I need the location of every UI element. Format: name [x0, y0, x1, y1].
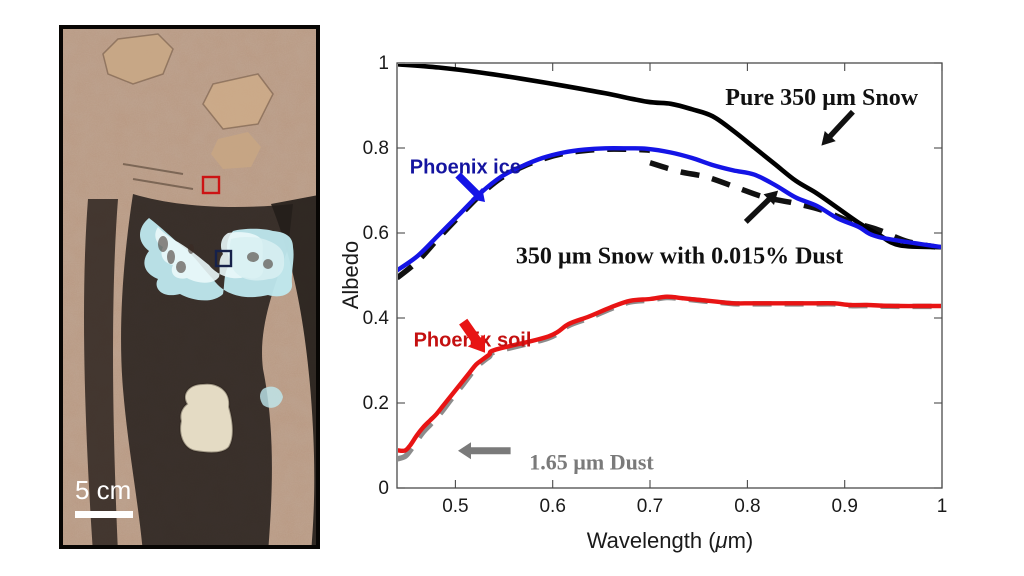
svg-text:1.65 µm Dust: 1.65 µm Dust: [529, 449, 654, 474]
svg-text:0.8: 0.8: [734, 496, 760, 517]
svg-text:350 µm Snow with 0.015% Dust: 350 µm Snow with 0.015% Dust: [516, 244, 843, 270]
svg-text:0: 0: [378, 478, 389, 499]
svg-text:0.4: 0.4: [363, 308, 390, 329]
svg-text:0.5: 0.5: [442, 496, 468, 517]
svg-text:5 cm: 5 cm: [75, 475, 131, 505]
svg-text:0.6: 0.6: [363, 223, 389, 244]
svg-text:0.9: 0.9: [831, 496, 857, 517]
svg-text:0.7: 0.7: [637, 496, 663, 517]
svg-text:0.6: 0.6: [539, 496, 565, 517]
svg-text:Wavelength (μm): Wavelength (μm): [587, 528, 754, 553]
svg-text:0.2: 0.2: [363, 393, 389, 414]
svg-text:1: 1: [937, 496, 948, 517]
svg-text:Pure 350 µm Snow: Pure 350 µm Snow: [725, 85, 918, 111]
svg-text:Albedo: Albedo: [340, 241, 363, 310]
svg-text:Phoenix ice: Phoenix ice: [410, 156, 521, 178]
svg-text:1: 1: [378, 53, 389, 74]
svg-text:0.8: 0.8: [363, 138, 389, 159]
